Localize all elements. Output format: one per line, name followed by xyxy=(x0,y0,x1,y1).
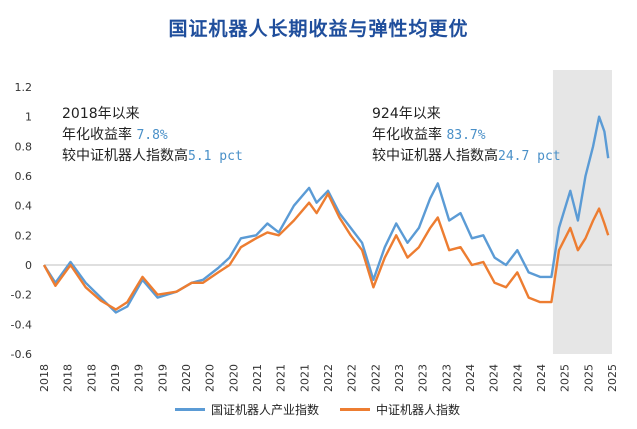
annotation-since-2018: 2018年以来 年化收益率 7.8% 较中证机器人指数高5.1 pct xyxy=(62,104,243,167)
x-tick-label: 2019 xyxy=(109,364,122,392)
annotation-line2: 年化收益率 83.7% xyxy=(372,127,486,143)
x-tick-label: 2019 xyxy=(133,364,146,392)
x-tick-label: 2018 xyxy=(62,364,75,392)
y-tick-label: 1 xyxy=(25,111,32,124)
x-tick-label: 2019 xyxy=(156,364,169,392)
legend-swatch xyxy=(340,408,370,411)
legend-label: 国证机器人产业指数 xyxy=(211,403,320,417)
y-tick-label: 0.8 xyxy=(15,140,33,153)
legend-item-csi-robot: 中证机器人指数 xyxy=(340,401,460,418)
series-line-robot-industry xyxy=(42,115,610,314)
x-tick-label: 2020 xyxy=(204,364,217,392)
y-tick-label: -0.4 xyxy=(11,318,32,331)
y-tick-label: 0.6 xyxy=(15,170,33,183)
x-tick-label: 2025 xyxy=(582,364,595,392)
x-tick-label: 2018 xyxy=(38,364,51,392)
annotation-line1: 2018年以来 xyxy=(62,106,140,122)
x-tick-label: 2023 xyxy=(417,364,430,392)
x-tick-label: 2022 xyxy=(369,364,382,392)
chart-title: 国证机器人长期收益与弹性均更优 xyxy=(168,18,469,40)
x-tick-label: 2021 xyxy=(275,364,288,392)
x-tick-label: 2020 xyxy=(180,364,193,392)
x-tick-label: 2024 xyxy=(464,364,477,392)
x-tick-label: 2025 xyxy=(559,364,572,392)
y-tick-label: 1.2 xyxy=(15,81,33,94)
y-tick-label: -0.6 xyxy=(11,348,32,361)
annotation-since-924: 924年以来 年化收益率 83.7% 较中证机器人指数高24.7 pct xyxy=(372,104,561,167)
x-tick-label: 2022 xyxy=(322,364,335,392)
annotation-line1: 924年以来 xyxy=(372,106,441,122)
x-tick-label: 2024 xyxy=(511,364,524,392)
y-tick-label: 0.4 xyxy=(15,200,33,213)
series-line-csi-robot xyxy=(42,192,610,311)
legend-item-robot-industry: 国证机器人产业指数 xyxy=(175,401,319,418)
x-tick-label: 2024 xyxy=(488,364,501,392)
annotation-line3: 较中证机器人指数高24.7 pct xyxy=(372,148,561,164)
legend-swatch xyxy=(175,408,205,411)
x-tick-label: 2023 xyxy=(440,364,453,392)
x-tick-label: 2021 xyxy=(251,364,264,392)
x-tick-label: 2020 xyxy=(227,364,240,392)
annotation-line3: 较中证机器人指数高5.1 pct xyxy=(62,148,243,164)
annotation-line2: 年化收益率 7.8% xyxy=(62,127,168,143)
y-tick-label: 0.2 xyxy=(15,229,33,242)
x-tick-label: 2025 xyxy=(606,364,619,392)
x-tick-label: 2023 xyxy=(393,364,406,392)
highlight-region xyxy=(552,70,612,354)
x-tick-label: 2021 xyxy=(298,364,311,392)
y-tick-label: 0 xyxy=(25,259,32,272)
y-tick-label: -0.2 xyxy=(11,289,32,302)
x-tick-label: 2022 xyxy=(346,364,359,392)
legend-label: 中证机器人指数 xyxy=(376,403,461,417)
x-tick-label: 2024 xyxy=(535,364,548,392)
x-tick-label: 2018 xyxy=(85,364,98,392)
